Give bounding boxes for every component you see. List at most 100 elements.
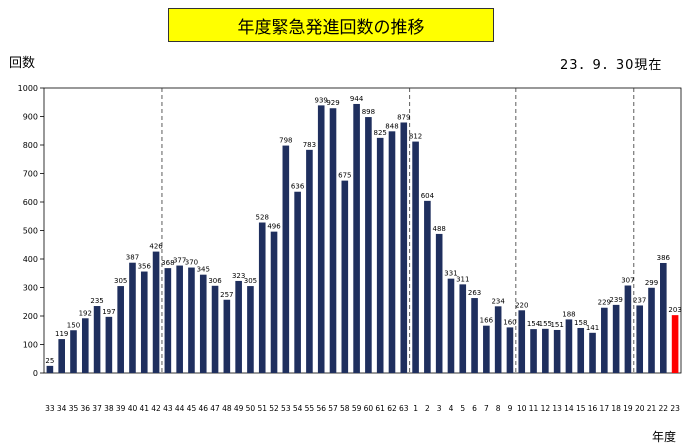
bar [412,141,419,373]
bar [506,327,514,373]
data-label: 879 [397,113,410,121]
x-tick-label: 39 [116,404,126,413]
bar [589,332,596,373]
y-tick-label: 700 [23,170,38,179]
bar [671,315,679,373]
bar [235,280,242,373]
x-tick-label: 20 [635,404,645,413]
bar [577,327,585,373]
data-label: 783 [303,141,316,149]
y-tick-label: 300 [23,284,38,293]
data-label: 331 [444,270,457,278]
chart-title: 年度緊急発進回数の推移 [168,8,494,42]
bar [329,108,337,374]
x-tick-label: 42 [151,404,161,413]
data-label: 154 [527,320,541,328]
x-tick-label: 45 [187,404,197,413]
bar [471,298,478,373]
bar [483,325,490,373]
bar [518,310,526,373]
bar [542,328,549,373]
data-label: 197 [102,308,115,316]
data-label: 848 [385,122,398,130]
bar [258,222,266,373]
data-label: 192 [79,309,92,317]
data-label: 119 [55,330,68,338]
bar [435,233,443,373]
data-label: 356 [138,263,152,271]
bar [282,145,290,373]
y-tick-label: 1000 [18,84,38,93]
x-tick-label: 38 [104,404,114,413]
bar [306,149,313,373]
data-label: 939 [315,96,328,104]
bar [223,299,231,373]
x-tick-label: 22 [659,404,669,413]
data-label: 203 [668,306,681,314]
x-tick-label: 37 [92,404,102,413]
x-tick-label: 16 [588,404,598,413]
x-tick-label: 57 [328,404,338,413]
bar [152,251,160,373]
bar [199,274,207,373]
x-tick-label: 11 [529,404,539,413]
x-tick-label: 46 [198,404,208,413]
bar [270,231,278,373]
bar [211,285,219,373]
bar [105,316,113,373]
data-label: 311 [456,275,469,283]
x-tick-label: 47 [210,404,220,413]
bar [188,267,195,373]
x-tick-label: 49 [234,404,244,413]
bar [400,122,408,373]
data-label: 239 [609,296,622,304]
bar [553,329,561,373]
y-tick-label: 100 [23,341,38,350]
bar [81,318,89,373]
x-tick-label: 50 [246,404,256,413]
data-label: 368 [161,259,174,267]
data-label: 150 [67,321,80,329]
data-label: 306 [208,277,222,285]
x-tick-label: 3 [437,404,442,413]
as-of-date: 23．9．30現在 [560,58,663,73]
x-tick-label: 62 [387,404,397,413]
x-tick-label: 34 [57,404,67,413]
x-tick-label: 43 [163,404,173,413]
data-label: 825 [374,129,387,137]
bar [129,262,136,373]
x-tick-label: 10 [517,404,527,413]
data-label: 675 [338,172,351,180]
data-label: 528 [256,214,269,222]
bar [365,117,372,373]
x-tick-label: 14 [564,404,574,413]
x-tick-label: 63 [399,404,409,413]
data-label: 812 [409,133,422,141]
data-label: 299 [645,279,658,287]
x-tick-label: 60 [364,404,374,413]
data-label: 636 [291,183,305,191]
x-tick-label: 6 [472,404,477,413]
x-tick-label: 40 [128,404,138,413]
data-label: 237 [633,296,646,304]
data-label: 345 [197,266,210,274]
x-tick-label: 17 [600,404,610,413]
bar [117,286,124,373]
x-tick-label: 56 [316,404,326,413]
bar [424,200,431,373]
bar [376,137,384,373]
x-tick-label: 54 [293,404,303,413]
data-label: 488 [432,225,445,233]
data-label: 229 [598,299,611,307]
bar [353,103,360,374]
data-label: 929 [326,99,339,107]
x-tick-label: 4 [449,404,454,413]
x-tick-label: 15 [576,404,586,413]
x-tick-label: 35 [69,404,79,413]
bar [46,365,54,373]
x-tick-label: 61 [375,404,385,413]
x-tick-label: 21 [647,404,657,413]
data-label: 307 [621,277,634,285]
data-label: 604 [421,192,435,200]
bar [459,284,467,373]
